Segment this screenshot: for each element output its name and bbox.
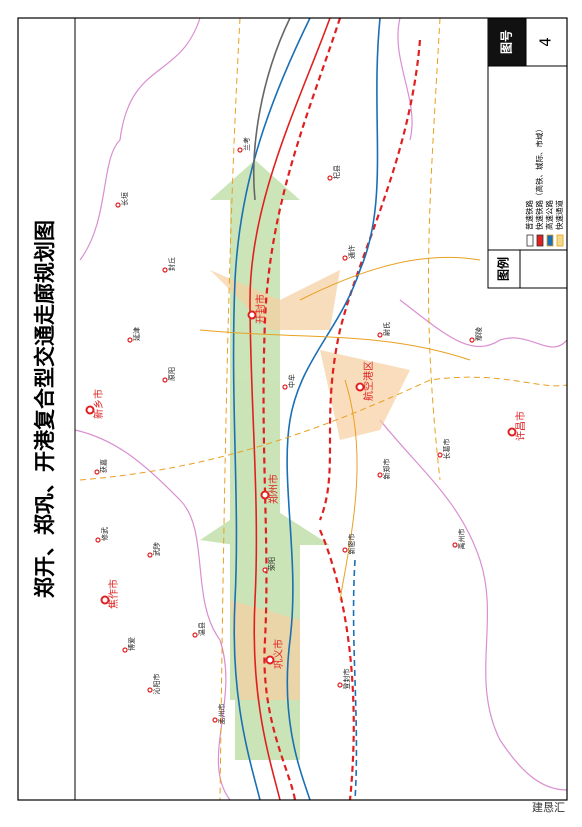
city-marker: [507, 427, 517, 437]
city-label: 杞县: [332, 165, 341, 179]
city-marker: [377, 472, 383, 478]
city-label: 航空港区: [362, 361, 375, 401]
city-marker: [469, 337, 475, 343]
watermark: 建恳汇: [532, 800, 565, 814]
city-label: 焦作市: [107, 579, 120, 609]
city-label: 延津: [132, 327, 141, 341]
legend-swatch: [556, 234, 564, 247]
city-marker: [162, 377, 168, 383]
city-marker: [147, 687, 153, 693]
figure-number: 4: [537, 37, 555, 47]
map: [74, 17, 568, 801]
city-marker: [122, 647, 128, 653]
legend-title: 图例: [496, 257, 511, 281]
city-label: 封丘: [167, 257, 176, 271]
boundary: [397, 17, 413, 141]
city-marker: [265, 655, 275, 665]
legend-swatch: [536, 234, 544, 247]
city-marker: [127, 337, 133, 343]
city-label: 许昌市: [514, 411, 527, 441]
city-label: 沁阳市: [152, 674, 161, 695]
city-label: 开封市: [254, 294, 267, 324]
city-marker: [162, 267, 168, 273]
city-marker: [192, 632, 198, 638]
city-marker: [452, 542, 458, 548]
boundary: [79, 17, 201, 261]
city-label: 荥阳: [267, 557, 276, 571]
boundary: [379, 419, 568, 791]
title-strip: [18, 18, 75, 800]
figure-label: 图号: [499, 30, 514, 54]
city-marker: [147, 552, 153, 558]
city-marker: [100, 595, 110, 605]
city-marker: [337, 682, 343, 688]
city-label: 武陟: [152, 542, 161, 556]
city-label: 巩义市: [272, 639, 285, 669]
city-marker: [85, 405, 95, 415]
city-label: 登封市: [342, 669, 351, 690]
city-label: 获嘉: [99, 459, 108, 473]
city-label: 鄢陵: [474, 327, 483, 341]
city-marker: [212, 717, 218, 723]
city-marker: [327, 175, 333, 181]
city-marker: [282, 384, 288, 390]
legend-item: 普速铁路: [524, 200, 534, 230]
legend-item: 快速铁路（高铁、城际、市域）: [534, 125, 544, 230]
city-label: 新乡市: [92, 389, 105, 419]
city-label: 郑州市: [267, 474, 280, 504]
city-label: 孟州市: [217, 704, 226, 725]
city-label: 博爱: [127, 637, 136, 651]
city-label: 原阳: [167, 367, 176, 381]
city-marker: [342, 547, 348, 553]
city-label: 通许: [347, 245, 356, 259]
city-label: 长葛市: [442, 439, 451, 460]
city-marker: [262, 567, 268, 573]
city-marker: [342, 255, 348, 261]
legend-swatch: [526, 234, 534, 247]
city-marker: [437, 452, 443, 458]
frame: [17, 17, 568, 801]
city-marker: [95, 537, 101, 543]
title: 郑开、郑巩、开港复合型交通走廊规划图: [33, 220, 57, 598]
city-marker: [355, 382, 365, 392]
city-marker: [260, 490, 270, 500]
road-network: [79, 17, 568, 801]
city-label: 中牟: [287, 374, 296, 388]
city-label: 温县: [197, 622, 206, 636]
city-marker: [94, 469, 100, 475]
city-marker: [377, 332, 383, 338]
city-label: 禹州市: [457, 529, 466, 550]
city-marker: [237, 147, 243, 153]
legend-swatch: [546, 234, 554, 247]
city-marker: [115, 202, 121, 208]
city-label: 尉氏: [382, 322, 391, 336]
city-marker: [247, 310, 257, 320]
boundary: [399, 299, 568, 348]
city-label: 新郑市: [382, 459, 391, 480]
city-label: 兰考: [242, 137, 251, 151]
city-label: 修武: [100, 527, 109, 541]
city-label: 新密市: [347, 534, 356, 555]
legend-item: 快速通道: [554, 200, 564, 230]
figure-label-box: [488, 18, 526, 66]
legend-item: 高速公路: [544, 200, 554, 230]
city-label: 长垣: [120, 192, 129, 206]
